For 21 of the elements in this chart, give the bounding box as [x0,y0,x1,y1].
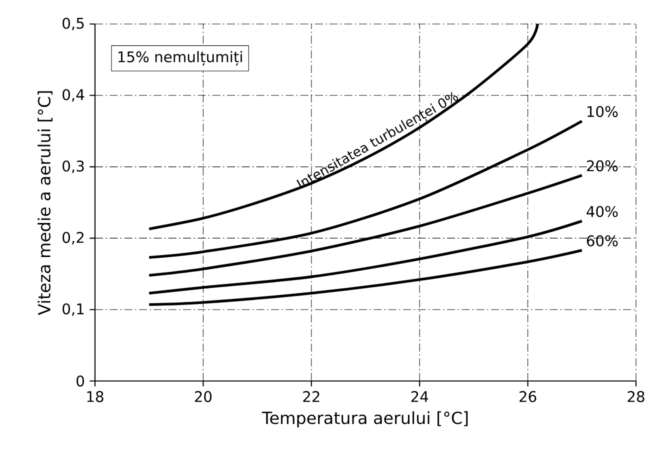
x-tick-label: 18 [87,391,104,402]
series-label: 10% [588,106,618,118]
y-tick-label: 0,5 [62,18,84,30]
x-tick-label: 26 [520,391,536,402]
line-series [148,249,584,306]
y-tick-label: 0,4 [62,89,84,102]
series-label: 40% [586,206,618,218]
y-tick-label: 0,3 [62,160,84,174]
y-tick-label: 0,2 [62,232,84,244]
x-tick-label: 28 [628,391,644,402]
series-label: 60% [586,235,618,246]
annotation: 15% nemulțumiți [118,51,242,66]
x-tick-label: 24 [411,391,428,402]
series-label: 20% [586,160,618,172]
y-tick-label: 0,1 [62,303,84,316]
y-tick-label: 0 [76,375,84,387]
x-axis-title: Temperatura aerului [°C] [262,411,468,428]
x-tick-label: 20 [194,391,212,402]
y-axis-title: Viteza medie a aerului [°C] [38,91,52,316]
x-tick-label: 22 [303,391,320,402]
line-series [148,220,584,295]
